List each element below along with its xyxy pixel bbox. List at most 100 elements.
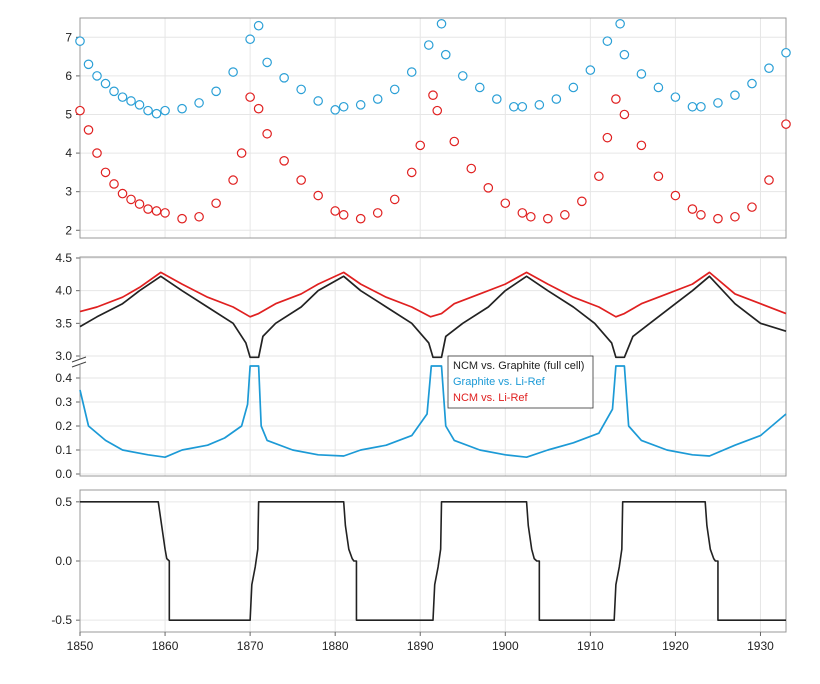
marker-ncm (543, 213, 553, 224)
y-tick-label: 0.0 (55, 554, 72, 568)
marker-graphite (143, 105, 153, 116)
marker-ncm (92, 148, 102, 158)
marker-graphite (585, 65, 596, 75)
plot-frame (79, 489, 787, 633)
x-tick-label: 1890 (407, 639, 434, 653)
plot-frame (79, 17, 787, 239)
marker-ncm (151, 206, 162, 216)
marker-ncm (483, 183, 494, 193)
y-tick-label: 3 (65, 185, 72, 199)
marker-ncm (526, 211, 536, 222)
axis-break-mark (71, 356, 87, 363)
marker-graphite (636, 69, 647, 79)
x-tick-label: 1920 (662, 639, 689, 653)
legend-box (447, 355, 594, 409)
marker-graphite (211, 86, 221, 97)
marker-ncm (330, 206, 340, 216)
marker-ncm (781, 119, 791, 129)
y-tick-label: 6 (65, 69, 72, 83)
legend: NCM vs. Graphite (full cell) Graphite vs… (447, 355, 594, 409)
marker-graphite (619, 49, 630, 60)
marker-ncm (100, 167, 111, 178)
marker-graphite (687, 101, 698, 112)
marker-ncm (279, 156, 289, 166)
y-tick-label: 0.5 (55, 495, 72, 509)
marker-graphite (109, 86, 119, 97)
marker-ncm (764, 175, 774, 185)
marker-graphite (389, 84, 400, 95)
marker-ncm (245, 92, 255, 102)
panel-top-scatter: 2 3 4 5 6 7 (65, 17, 791, 239)
line-graphite (79, 365, 787, 459)
marker-ncm (594, 171, 604, 182)
marker-ncm (75, 105, 85, 116)
marker-ncm (687, 204, 698, 214)
marker-ncm (611, 94, 621, 104)
legend-entry-graphite: Graphite vs. Li-Ref (453, 376, 546, 388)
y-tick-label: 3.5 (55, 316, 72, 330)
x-tick-label: 1910 (577, 639, 604, 653)
marker-ncm (577, 196, 587, 207)
marker-ncm (713, 213, 723, 224)
marker-ncm (406, 167, 417, 178)
marker-graphite (330, 105, 340, 115)
marker-ncm (143, 204, 153, 214)
line-ncm (79, 271, 787, 318)
marker-ncm (432, 105, 443, 116)
marker-ncm (653, 171, 664, 182)
marker-graphite (781, 47, 791, 58)
marker-ncm (228, 175, 238, 185)
marker-graphite (117, 92, 128, 102)
marker-ncm (428, 90, 438, 100)
x-tick-label: 1860 (152, 639, 179, 653)
marker-graphite (491, 94, 502, 104)
marker-ncm (517, 208, 528, 218)
marker-graphite (696, 101, 706, 112)
marker-graphite (245, 34, 255, 45)
marker-ncm (262, 128, 272, 139)
plot-frame (79, 256, 787, 477)
marker-graphite (92, 71, 102, 81)
axis-break-mark (71, 361, 87, 368)
marker-graphite (338, 101, 349, 112)
marker-ncm (449, 136, 460, 147)
y-tick-label: 3.0 (55, 349, 72, 363)
marker-graphite (151, 108, 162, 119)
marker-graphite (253, 20, 264, 31)
marker-graphite (747, 78, 757, 89)
x-tick-label: 1880 (322, 639, 349, 653)
marker-ncm (177, 213, 187, 224)
marker-graphite (517, 101, 528, 112)
y-tick-label: 0.1 (55, 443, 72, 457)
marker-graphite (279, 73, 289, 83)
marker-graphite (474, 82, 485, 93)
panel-middle-lines: 3.0 3.5 4.0 4.5 0.0 0.1 0.2 0.3 0.4 (55, 251, 787, 481)
y-tick-label: 4.5 (55, 251, 72, 265)
y-tick-label: 0.0 (55, 467, 72, 481)
marker-graphite (534, 100, 545, 110)
marker-graphite (713, 98, 723, 108)
marker-graphite (457, 71, 468, 81)
y-tick-label: 0.2 (55, 419, 72, 433)
marker-graphite (372, 94, 383, 104)
marker-graphite (177, 103, 187, 114)
marker-graphite (160, 105, 170, 116)
x-tick-label: 1870 (237, 639, 264, 653)
marker-graphite (313, 96, 323, 106)
y-tick-label: 0.4 (55, 371, 72, 385)
y-tick-label: -0.5 (51, 613, 72, 627)
marker-ncm (126, 194, 136, 205)
marker-ncm (389, 194, 400, 205)
axis-break-gap (72, 359, 86, 365)
line-full-cell (79, 275, 787, 359)
marker-ncm (602, 132, 613, 143)
marker-graphite (509, 101, 519, 112)
marker-ncm (636, 140, 647, 151)
marker-ncm (117, 188, 128, 199)
marker-ncm (160, 208, 170, 218)
x-tick-label: 1900 (492, 639, 519, 653)
marker-graphite (134, 100, 145, 110)
marker-ncm (747, 202, 757, 212)
marker-ncm (415, 140, 426, 151)
